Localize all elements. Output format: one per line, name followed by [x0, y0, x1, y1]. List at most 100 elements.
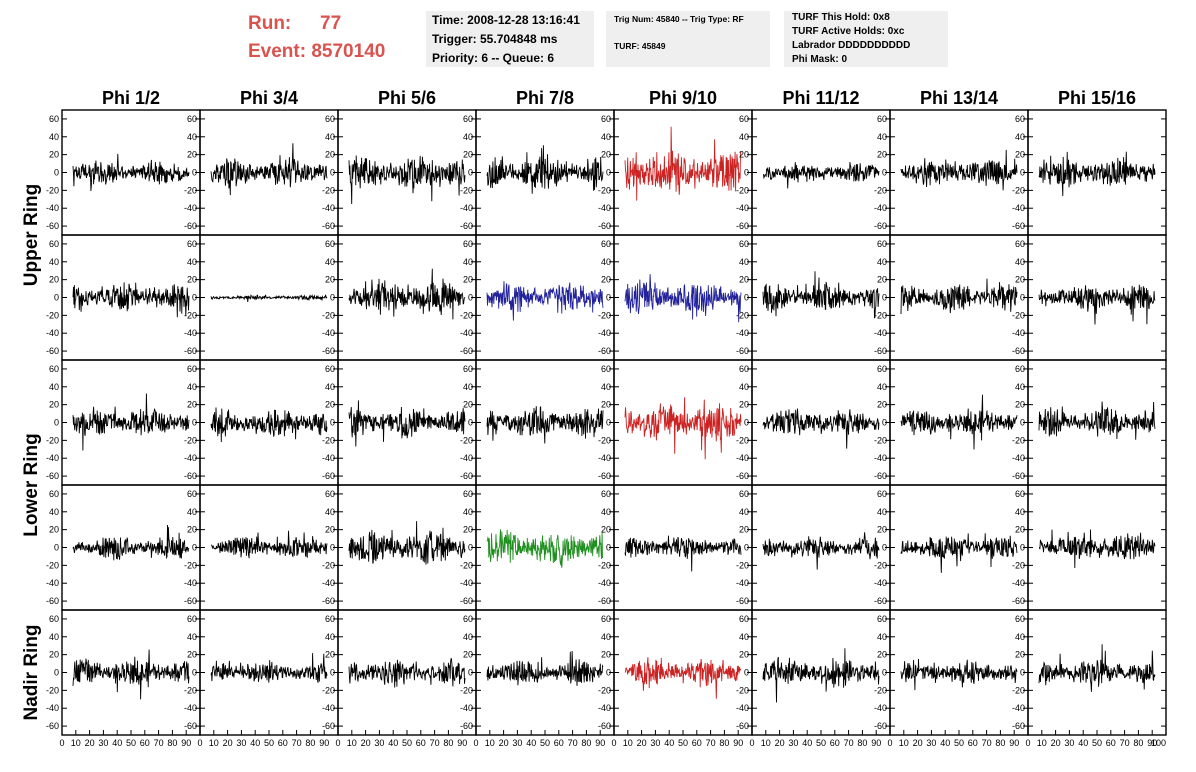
y-tick-label: -40	[46, 453, 59, 463]
y-tick-label: 20	[601, 150, 611, 160]
y-tick-label: 60	[877, 364, 887, 374]
waveform-trace	[762, 408, 880, 449]
y-tick-label: -60	[184, 346, 197, 356]
waveform-trace	[1038, 151, 1156, 197]
x-tick-label: 20	[499, 738, 509, 748]
x-tick-label: 30	[374, 738, 384, 748]
y-tick-label: -60	[598, 346, 611, 356]
x-tick-label: 0	[1025, 738, 1030, 748]
y-tick-label: -20	[322, 435, 335, 445]
y-tick-label: 40	[325, 632, 335, 642]
y-tick-label: -60	[736, 596, 749, 606]
y-tick-label: 20	[187, 400, 197, 410]
x-tick-label: 60	[830, 738, 840, 748]
y-tick-label: 60	[739, 239, 749, 249]
waveform-trace	[1038, 529, 1156, 569]
y-tick-label: -60	[322, 221, 335, 231]
y-tick-label: -20	[598, 560, 611, 570]
trigger-text: Trigger: 55.704848 ms	[432, 32, 558, 46]
y-tick-label: -20	[874, 560, 887, 570]
x-tick-label: 20	[223, 738, 233, 748]
y-tick-label: -60	[1012, 471, 1025, 481]
y-tick-label: -20	[184, 560, 197, 570]
y-tick-label: 20	[187, 650, 197, 660]
waveform-trace	[72, 524, 190, 561]
y-tick-label: 40	[877, 632, 887, 642]
x-tick-label: 10	[1037, 738, 1047, 748]
y-tick-label: 0	[468, 668, 473, 678]
y-tick-label: -40	[460, 203, 473, 213]
y-tick-label: -60	[1012, 221, 1025, 231]
y-tick-label: 60	[463, 614, 473, 624]
y-tick-label: -40	[1012, 328, 1025, 338]
y-tick-label: 20	[463, 150, 473, 160]
y-tick-label: 40	[187, 257, 197, 267]
y-tick-label: -20	[598, 185, 611, 195]
y-tick-label: -20	[874, 310, 887, 320]
y-tick-label: 60	[877, 489, 887, 499]
y-tick-label: -20	[1012, 560, 1025, 570]
y-tick-label: 60	[601, 114, 611, 124]
y-tick-label: 20	[739, 400, 749, 410]
y-tick-label: 60	[187, 614, 197, 624]
y-tick-label: 40	[325, 507, 335, 517]
y-tick-label: 40	[49, 382, 59, 392]
y-tick-label: 40	[601, 257, 611, 267]
column-header-7: Phi 13/14	[920, 88, 998, 108]
y-tick-label: -60	[874, 721, 887, 731]
waveform-trace	[624, 397, 742, 460]
y-tick-label: 20	[49, 150, 59, 160]
y-tick-label: -20	[1012, 435, 1025, 445]
x-tick-label: 20	[361, 738, 371, 748]
y-tick-label: 0	[606, 668, 611, 678]
y-tick-label: 0	[1020, 543, 1025, 553]
y-tick-label: 20	[877, 650, 887, 660]
y-tick-label: -60	[322, 721, 335, 731]
y-tick-label: 60	[49, 114, 59, 124]
x-tick-label: 90	[1147, 738, 1157, 748]
y-tick-label: 60	[739, 114, 749, 124]
y-tick-label: -40	[1012, 453, 1025, 463]
turf-this-hold-text: TURF This Hold: 0x8	[792, 12, 890, 23]
y-tick-label: 60	[187, 114, 197, 124]
x-tick-label: 10	[347, 738, 357, 748]
waveform-trace	[1038, 401, 1156, 440]
x-tick-label: 70	[430, 738, 440, 748]
waveform-trace	[486, 650, 604, 686]
y-tick-label: -20	[46, 560, 59, 570]
y-tick-label: 20	[463, 275, 473, 285]
column-header-2: Phi 3/4	[240, 88, 298, 108]
x-tick-label: 0	[611, 738, 616, 748]
waveform-trace	[624, 274, 742, 323]
y-tick-label: 20	[325, 525, 335, 535]
x-tick-label: 20	[913, 738, 923, 748]
y-tick-label: -40	[46, 578, 59, 588]
turf-text: TURF: 45849	[614, 41, 666, 51]
y-tick-label: 40	[49, 132, 59, 142]
y-tick-label: -40	[598, 203, 611, 213]
y-tick-label: -60	[460, 721, 473, 731]
panel-frame	[889, 109, 1029, 236]
x-tick-label: 70	[844, 738, 854, 748]
y-tick-label: 0	[606, 168, 611, 178]
y-tick-label: -20	[874, 685, 887, 695]
waveform-trace	[762, 532, 880, 570]
y-tick-label: -40	[184, 203, 197, 213]
y-tick-label: 40	[463, 382, 473, 392]
y-tick-label: -20	[736, 435, 749, 445]
y-tick-label: 20	[739, 275, 749, 285]
waveform-trace	[900, 658, 1018, 691]
x-tick-label: 90	[319, 738, 329, 748]
y-tick-label: -20	[874, 435, 887, 445]
y-tick-label: 0	[606, 418, 611, 428]
waveform-trace	[486, 406, 604, 444]
y-tick-label: 40	[1015, 632, 1025, 642]
y-tick-label: 60	[601, 364, 611, 374]
y-tick-label: -40	[46, 203, 59, 213]
y-tick-label: 20	[463, 650, 473, 660]
y-tick-label: 0	[54, 168, 59, 178]
y-tick-label: -40	[322, 578, 335, 588]
y-tick-label: -60	[598, 221, 611, 231]
y-tick-label: 40	[1015, 257, 1025, 267]
y-tick-label: 40	[187, 382, 197, 392]
